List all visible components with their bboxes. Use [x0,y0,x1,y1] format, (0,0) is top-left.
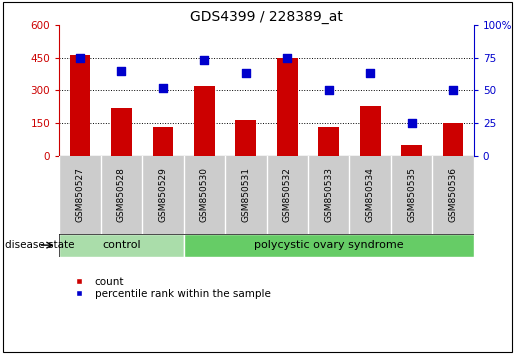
Bar [318,127,339,156]
Text: GSM850527: GSM850527 [76,167,84,222]
Point [117,68,126,73]
Bar [152,127,173,156]
Text: GSM850531: GSM850531 [242,167,250,222]
Text: GSM850532: GSM850532 [283,167,291,222]
Point [242,70,250,76]
Title: GDS4399 / 228389_at: GDS4399 / 228389_at [190,10,343,24]
Point [324,87,333,93]
Bar [360,105,381,156]
Text: GSM850529: GSM850529 [159,167,167,222]
Text: GSM850535: GSM850535 [407,167,416,222]
Text: disease state: disease state [5,240,75,250]
Point [200,57,209,63]
Text: GSM850534: GSM850534 [366,167,374,222]
Point [366,70,374,76]
Point [159,85,167,91]
Point [76,55,84,60]
Text: GSM850530: GSM850530 [200,167,209,222]
Text: GSM850536: GSM850536 [449,167,457,222]
Text: control: control [102,240,141,250]
Legend: count, percentile rank within the sample: count, percentile rank within the sample [64,273,274,303]
Point [407,120,416,126]
Bar [111,108,132,156]
Bar [277,57,298,156]
Point [449,87,457,93]
Bar [401,145,422,156]
Bar [59,234,183,257]
Bar [443,123,464,156]
Bar [184,234,474,257]
Text: GSM850533: GSM850533 [324,167,333,222]
Bar [194,86,215,156]
Text: GSM850528: GSM850528 [117,167,126,222]
Point [283,55,291,60]
Bar [235,120,256,156]
Text: polycystic ovary syndrome: polycystic ovary syndrome [254,240,404,250]
Bar [70,55,90,156]
